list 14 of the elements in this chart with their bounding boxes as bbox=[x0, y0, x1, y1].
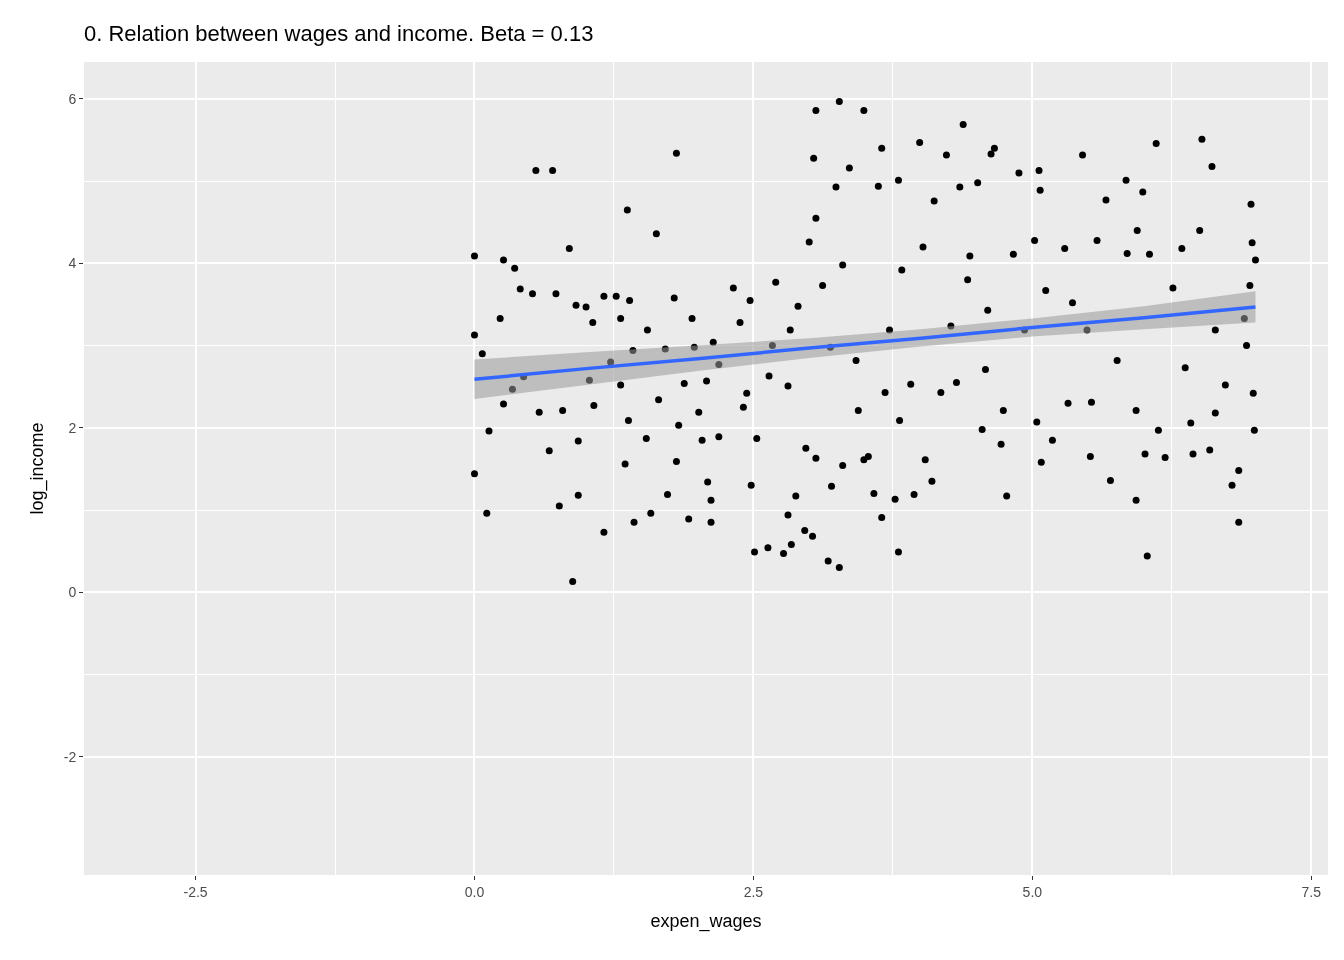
x-axis-title: expen_wages bbox=[650, 910, 762, 932]
y-tick-label: 6 bbox=[68, 90, 77, 107]
x-tick-label: 2.5 bbox=[743, 883, 764, 900]
y-tick-label: -2 bbox=[63, 748, 77, 765]
x-tick-label: 7.5 bbox=[1301, 883, 1322, 900]
chart-title: 0. Relation between wages and income. Beta = 0.13 bbox=[84, 21, 594, 47]
x-tick-label: 0.0 bbox=[464, 883, 485, 900]
y-tick-label: 4 bbox=[68, 255, 77, 272]
x-tick-label: 5.0 bbox=[1022, 883, 1043, 900]
line-series bbox=[472, 305, 1258, 382]
y-tick-label: 2 bbox=[68, 419, 77, 436]
y-tick-label: 0 bbox=[68, 584, 77, 601]
x-tick-label: -2.5 bbox=[183, 883, 208, 900]
y-axis-title: log_income bbox=[26, 422, 48, 515]
